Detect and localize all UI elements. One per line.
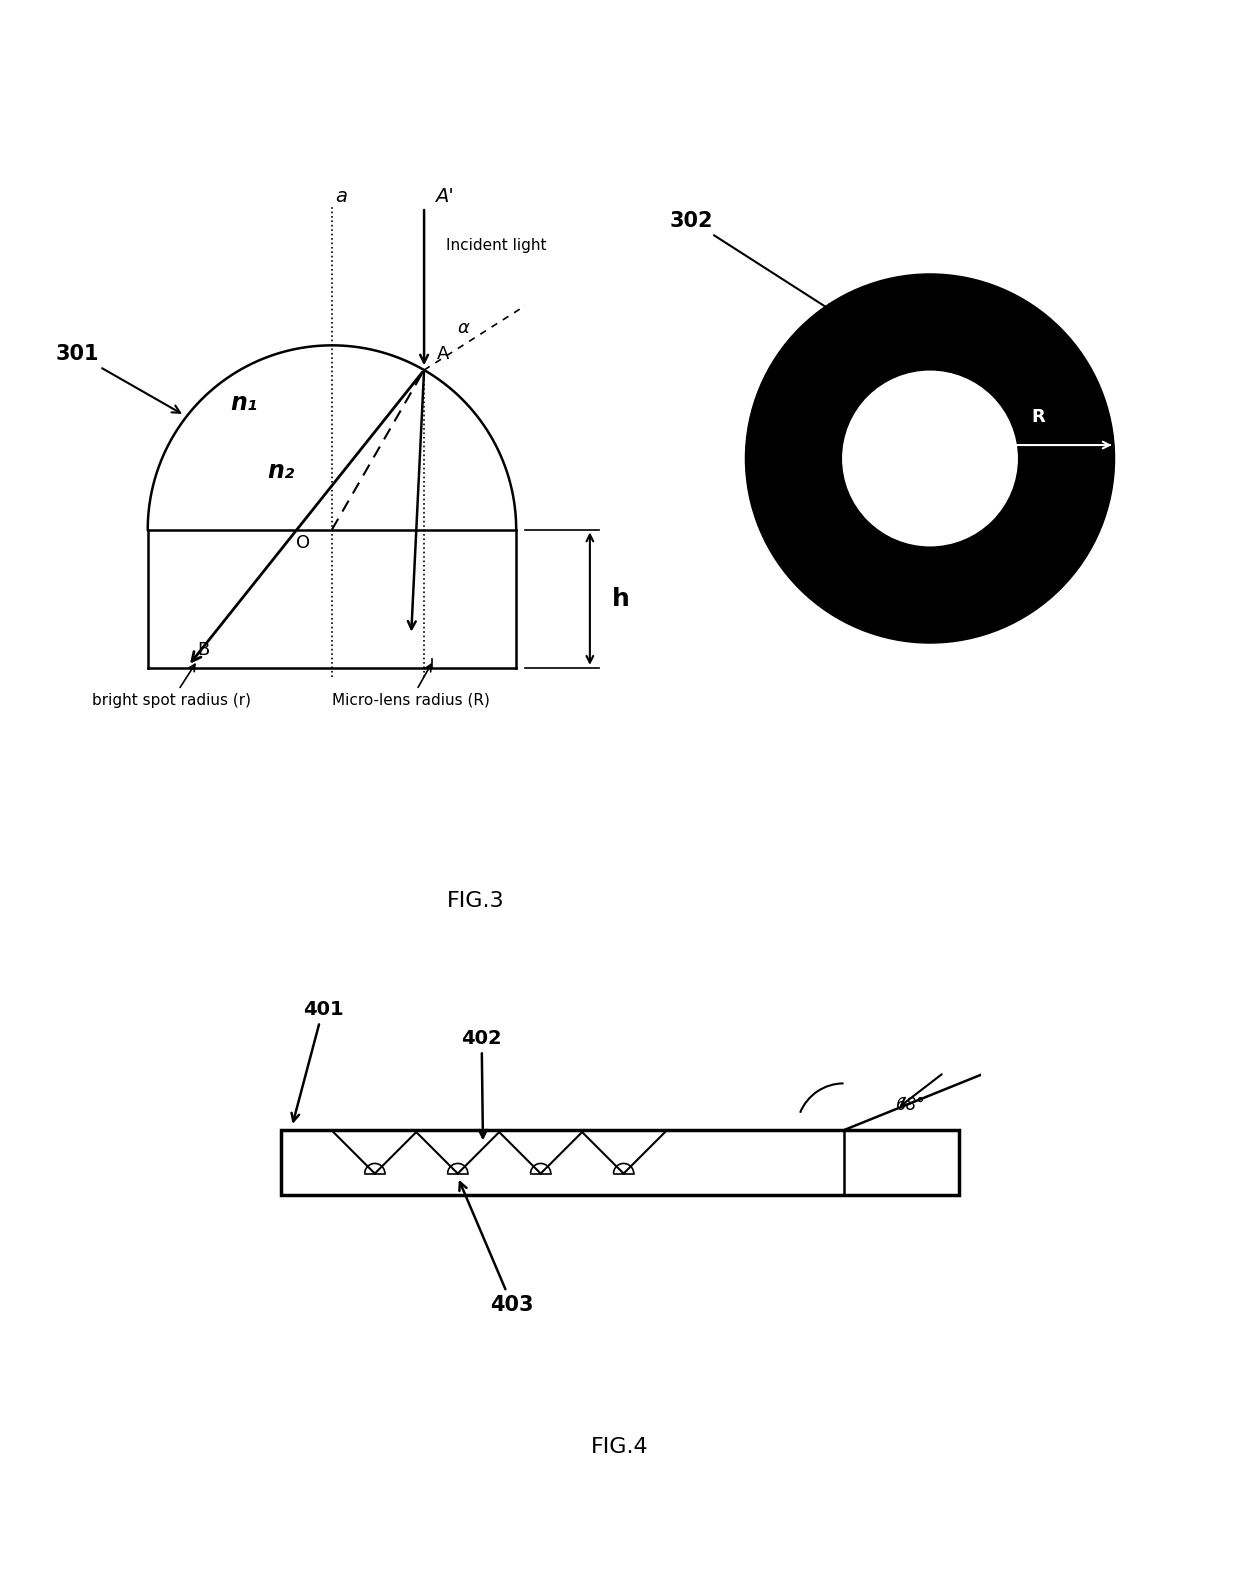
Text: 403: 403 bbox=[459, 1183, 533, 1314]
Text: 302: 302 bbox=[670, 210, 833, 311]
Text: R: R bbox=[1032, 408, 1045, 425]
Circle shape bbox=[843, 372, 1017, 545]
Text: B: B bbox=[197, 640, 210, 659]
Circle shape bbox=[745, 274, 1115, 643]
Text: h: h bbox=[613, 587, 630, 610]
Text: O: O bbox=[295, 534, 310, 552]
Text: FIG.4: FIG.4 bbox=[591, 1437, 649, 1456]
Text: α: α bbox=[458, 319, 469, 337]
Text: 401: 401 bbox=[291, 999, 343, 1121]
Text: FIG.3: FIG.3 bbox=[446, 892, 505, 911]
Text: A': A' bbox=[435, 187, 454, 206]
Text: Micro-lens radius (R): Micro-lens radius (R) bbox=[332, 664, 490, 708]
Text: 68°: 68° bbox=[895, 1096, 925, 1115]
Text: n₁: n₁ bbox=[231, 391, 258, 414]
Text: bright spot radius (r): bright spot radius (r) bbox=[93, 664, 252, 708]
Text: a: a bbox=[335, 187, 347, 206]
Text: 301: 301 bbox=[56, 345, 180, 413]
Text: n₂: n₂ bbox=[268, 458, 295, 482]
Text: Incident light: Incident light bbox=[446, 237, 547, 253]
Text: r: r bbox=[988, 496, 997, 515]
Bar bbox=[281, 1130, 959, 1195]
Text: 402: 402 bbox=[461, 1029, 502, 1138]
Text: A: A bbox=[436, 345, 449, 364]
